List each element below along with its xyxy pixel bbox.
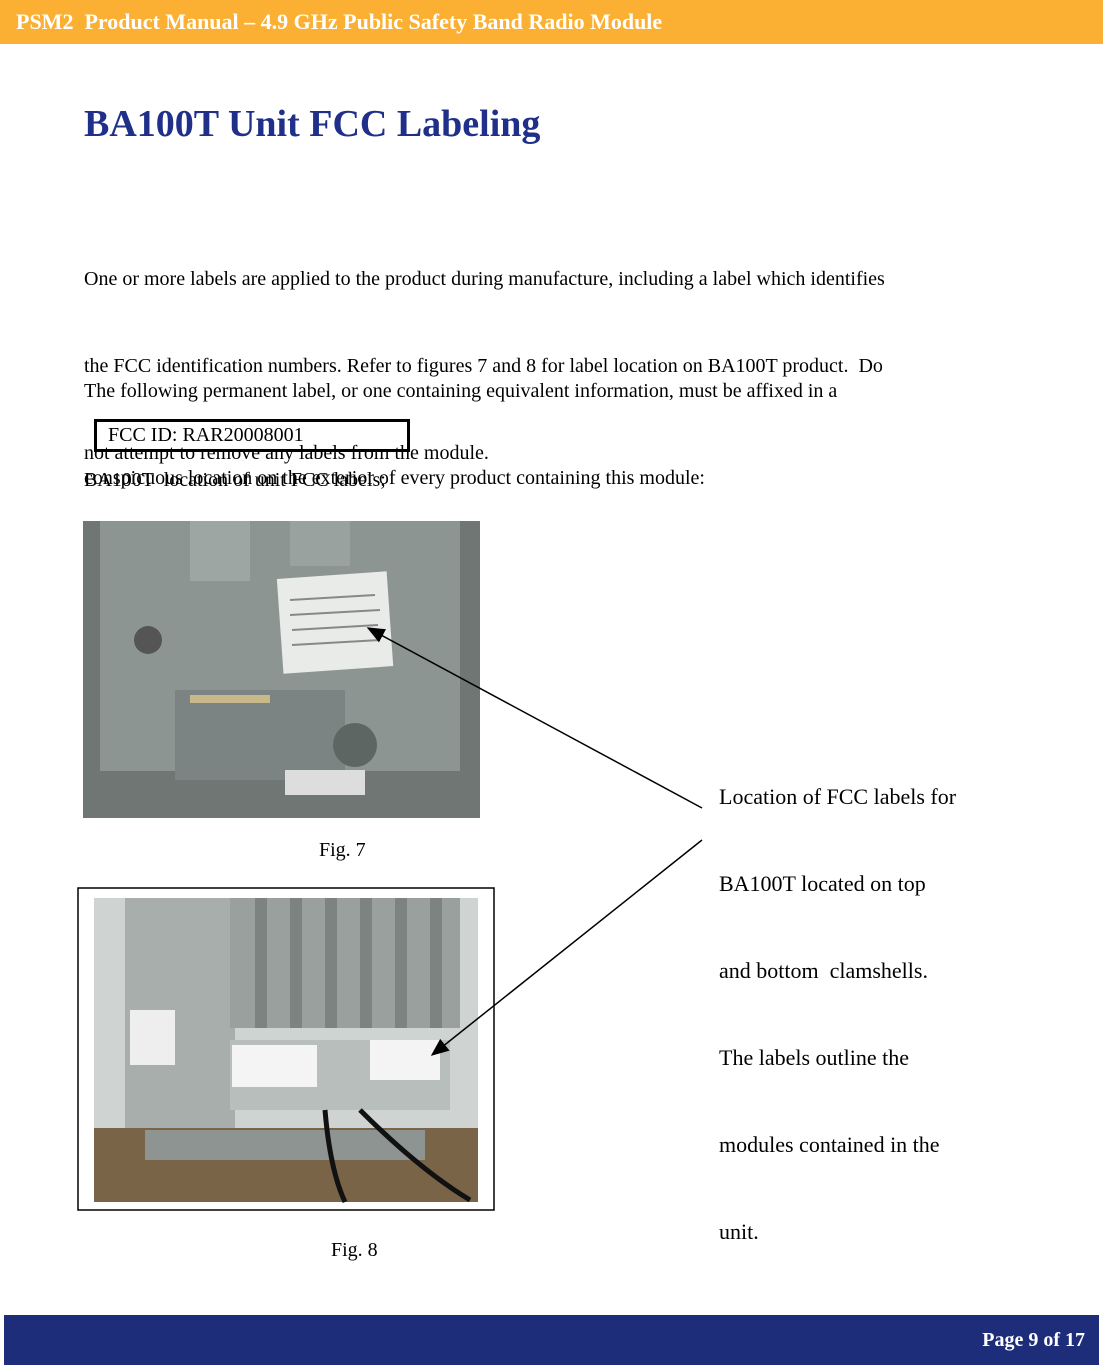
photo-fig-7 [83, 521, 480, 818]
arrow [366, 627, 703, 809]
header-bar [0, 0, 1103, 44]
arrow [430, 839, 703, 1056]
photo-fig-8 [94, 898, 478, 1204]
line: The following permanent label, or one co… [84, 380, 838, 402]
line: The labels outline the [719, 1045, 909, 1070]
line: the FCC identification numbers. Refer to… [84, 355, 883, 377]
header-title: PSM2 Product Manual – 4.9 GHz Public Saf… [16, 9, 663, 34]
section-title: BA100T Unit FCC Labeling [84, 103, 541, 145]
line: conspicuous location on the exterior of … [84, 467, 705, 489]
page-number: Page 9 of 17 [982, 1329, 1085, 1351]
line: and bottom clamshells. [719, 958, 928, 983]
line: not attempt to remove any labels from th… [84, 442, 489, 464]
annotation: Location of FCC labels for BA100T locate… [719, 724, 956, 1275]
location-caption: BA100T location of unit FCC labels; [84, 469, 386, 491]
paragraph: One or more labels are applied to the pr… [84, 207, 885, 497]
line: BA100T located on top [719, 871, 926, 896]
fcc-id-box: FCC ID: RAR20008001 [94, 419, 410, 452]
line: modules contained in the [719, 1132, 940, 1157]
figure-caption: Fig. 8 [331, 1239, 378, 1261]
footer-bar [4, 1315, 1099, 1365]
line: One or more labels are applied to the pr… [84, 268, 885, 290]
line: unit. [719, 1219, 759, 1244]
paragraph: The following permanent label, or one co… [84, 319, 837, 522]
figure-frame [77, 887, 495, 1211]
line: Location of FCC labels for [719, 784, 957, 809]
figure-caption: Fig. 7 [319, 839, 366, 861]
